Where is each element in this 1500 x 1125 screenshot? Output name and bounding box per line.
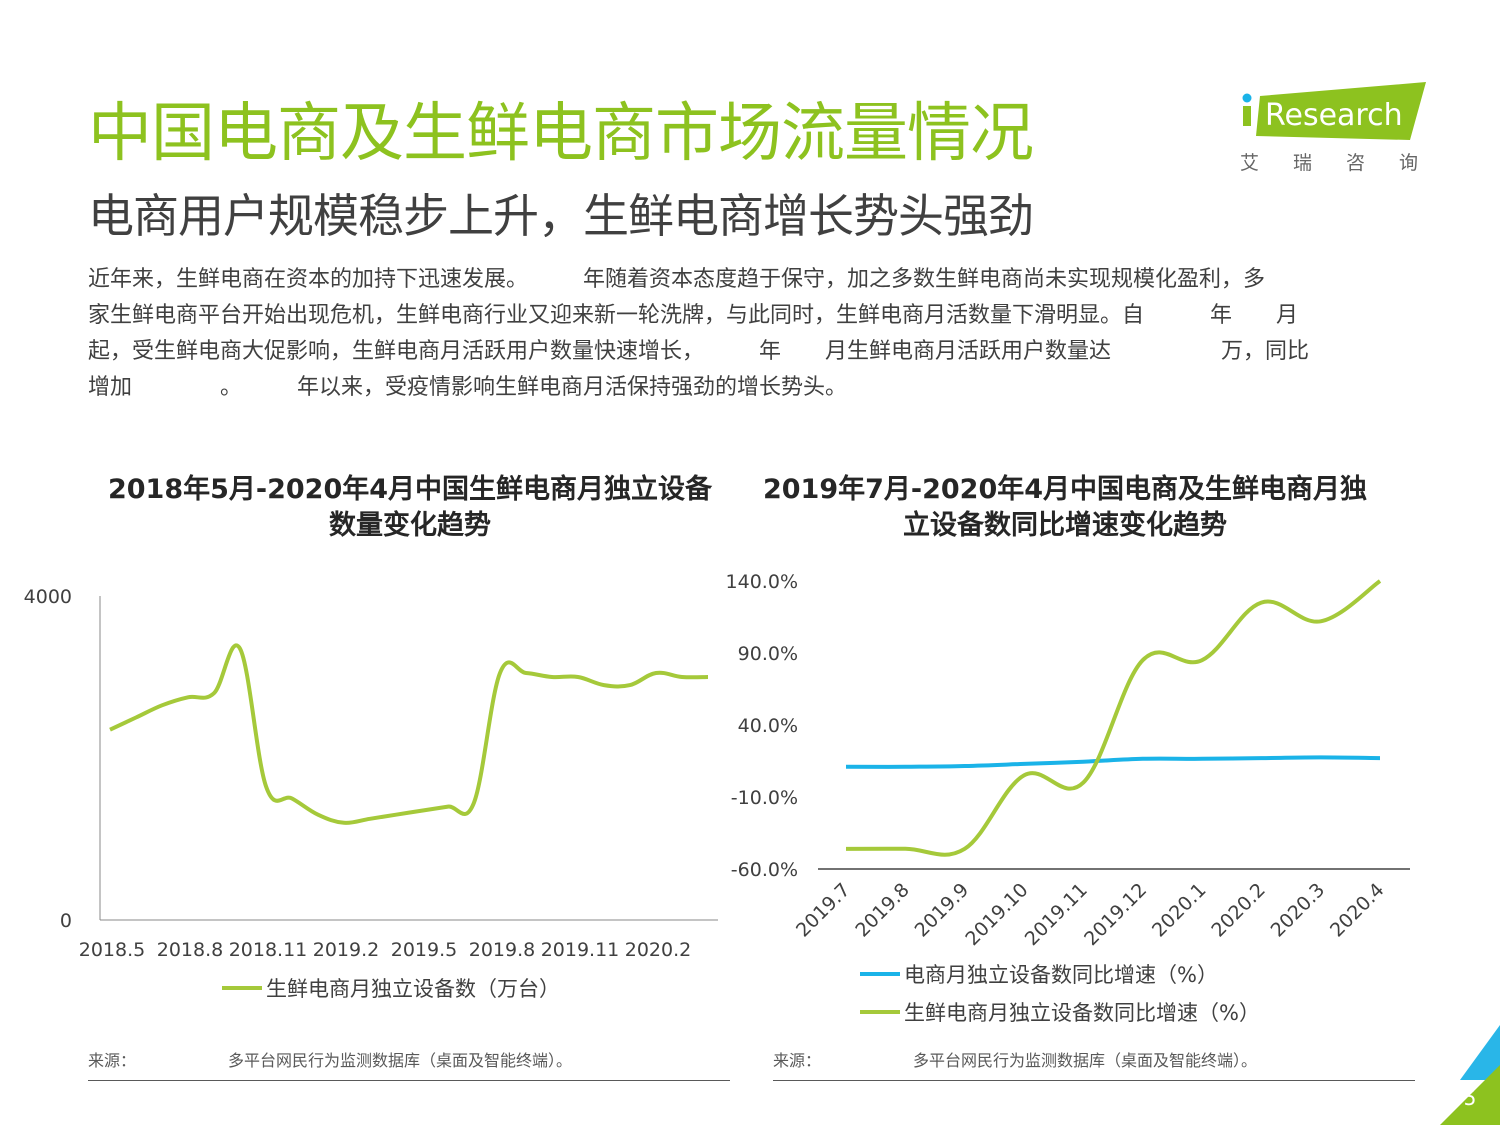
source-label: 来源： <box>88 1051 137 1070</box>
chart1-y-ticks: 0 4000 <box>24 586 72 932</box>
chart1-x-tick-label: 2019.2 <box>313 939 379 961</box>
chart2-legend: 电商月独立设备数同比增速（%） 生鲜电商月独立设备数同比增速（%） <box>860 963 1260 1025</box>
chart1-x-tick-label: 2018.8 <box>157 939 223 961</box>
intro-paragraph: 近年来，生鲜电商在资本的加持下迅速发展。 年随着资本态度趋于保守，加之多数生鲜电… <box>88 262 1420 406</box>
page-title: 中国电商及生鲜电商市场流量情况 <box>88 97 1034 171</box>
source-text: 多平台网民行为监测数据库（桌面及智能终端）。 <box>913 1051 1258 1070</box>
chart2-x-tick-label: 2020.1 <box>1148 879 1211 942</box>
chart2-legend-label: 电商月独立设备数同比增速（%） <box>904 963 1218 987</box>
chart1-legend-label: 生鲜电商月独立设备数（万台） <box>266 977 560 1001</box>
chart2-x-tick-label: 2019.10 <box>961 879 1032 950</box>
logo-chinese-name: 艾瑞咨询 <box>1240 152 1453 174</box>
source-label: 来源： <box>773 1051 822 1070</box>
iresearch-logo: Research <box>1242 82 1426 140</box>
chart1-y-tick-label: 4000 <box>24 586 72 608</box>
intro-line: 增加 。 年以来，受疫情影响生鲜电商月活保持强劲的增长势头。 <box>88 375 848 400</box>
chart2-plot: -60.0%-10.0%40.0%90.0%140.0% 2019.72019.… <box>726 571 1410 1025</box>
chart2-x-tick-label: 2020.3 <box>1267 879 1330 942</box>
chart2-y-ticks: -60.0% -10.0% 40.0% 90.0% 140.0% <box>726 571 798 881</box>
chart2-series-line <box>845 755 1381 769</box>
chart1-divider <box>88 1080 730 1081</box>
chart1-x-ticks: 2018.5 2018.8 2018.11 2019.2 2019.5 2019.8 201… <box>79 939 691 961</box>
chart2-y-tick-label: 90.0% <box>738 643 798 665</box>
chart2-x-tick-label: 2019.8 <box>851 879 914 942</box>
chart1-x-tick-label: 2019.8 <box>469 939 535 961</box>
logo-text: Research <box>1265 98 1403 133</box>
chart2-series-line <box>845 579 1382 857</box>
chart2-source: 来源： 多平台网民行为监测数据库（桌面及智能终端）。 <box>773 1047 1257 1071</box>
chart1-x-tick-label: 2019.11 <box>541 939 620 961</box>
corner-blue-shape <box>1460 1025 1500 1080</box>
chart2-title: 2019年7月-2020年4月中国电商及生鲜电商月独立设备数同比增速变化趋势 <box>762 474 1368 541</box>
chart1-y-tick-label: 0 <box>60 910 72 932</box>
chart2-x-tick-label: 2019.11 <box>1021 879 1092 950</box>
intro-line: 家生鲜电商平台开始出现危机，生鲜电商行业又迎来新一轮洗牌，与此同时，生鲜电商月活… <box>88 303 1299 328</box>
logo-dot <box>1242 93 1252 103</box>
corner-decoration <box>1440 1025 1500 1125</box>
chart2-divider <box>773 1080 1415 1081</box>
page-subtitle: 电商用户规模稳步上升，生鲜电商增长势头强劲 <box>88 189 1034 243</box>
intro-line: 起，受生鲜电商大促影响，生鲜电商月活跃用户数量快速增长， 年 月生鲜电商月活跃用… <box>88 339 1310 364</box>
chart2-y-tick-label: -60.0% <box>731 859 798 881</box>
chart1-title: 2018年5月-2020年4月中国生鲜电商月独立设备数量变化趋势 <box>107 474 713 541</box>
intro-line: 近年来，生鲜电商在资本的加持下迅速发展。 年随着资本态度趋于保守，加之多数生鲜电… <box>88 267 1266 292</box>
chart2-x-tick-label: 2019.12 <box>1080 879 1151 950</box>
chart1-source: 来源： 多平台网民行为监测数据库（桌面及智能终端）。 <box>88 1047 572 1071</box>
logo-i-stem <box>1243 106 1251 126</box>
logo-banner <box>1256 82 1426 140</box>
chart1-x-tick-label: 2018.11 <box>229 939 308 961</box>
page-number: 5 <box>1463 1086 1477 1110</box>
source-text: 多平台网民行为监测数据库（桌面及智能终端）。 <box>228 1051 573 1070</box>
chart2-x-tick-label: 2020.4 <box>1326 879 1389 942</box>
chart1-x-tick-label: 2019.5 <box>391 939 457 961</box>
chart2-y-tick-label: 140.0% <box>726 571 798 593</box>
chart1-series <box>109 643 709 825</box>
chart1-x-tick-label: 2020.2 <box>625 939 691 961</box>
chart1-legend: 生鲜电商月独立设备数（万台） <box>222 977 560 1001</box>
chart2-y-tick-label: -10.0% <box>731 787 798 809</box>
corner-green-shape <box>1440 1065 1500 1125</box>
chart1-series-line <box>109 643 709 825</box>
chart2-legend-label: 生鲜电商月独立设备数同比增速（%） <box>904 1001 1260 1025</box>
chart2-x-tick-label: 2020.2 <box>1207 879 1270 942</box>
chart2-series <box>845 579 1382 857</box>
chart1-x-tick-label: 2018.5 <box>79 939 145 961</box>
chart2-x-tick-label: 2019.7 <box>792 879 855 942</box>
chart2-x-ticks: 2019.72019.82019.92019.102019.112019.122… <box>792 879 1389 950</box>
chart2-y-tick-label: 40.0% <box>738 715 798 737</box>
